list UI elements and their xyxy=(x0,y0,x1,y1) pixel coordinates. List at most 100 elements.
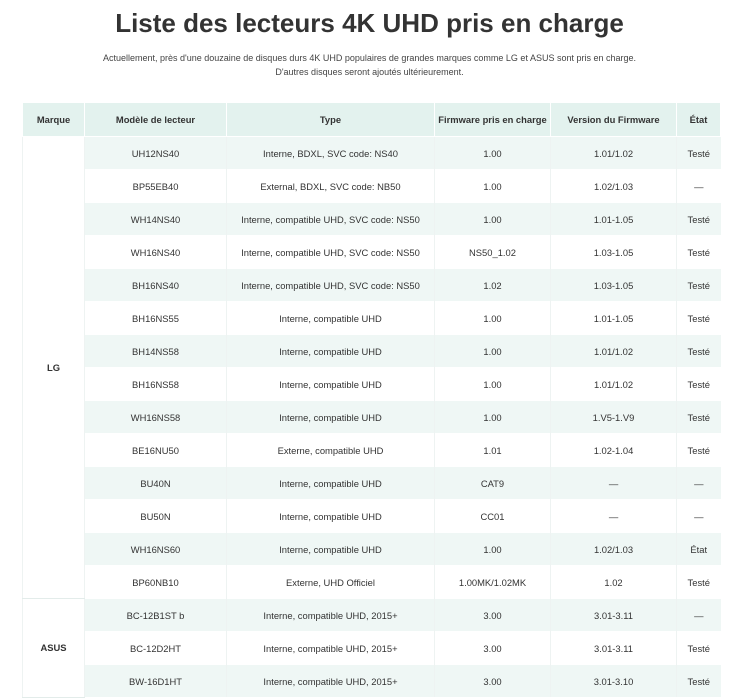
table-cell: Externe, compatible UHD xyxy=(226,433,435,467)
table-cell: Interne, compatible UHD, SVC code: NS50 xyxy=(226,235,435,269)
page-title: Liste des lecteurs 4K UHD pris en charge xyxy=(115,8,624,38)
table-cell: Testé xyxy=(676,235,721,269)
table-cell: 1.03-1.05 xyxy=(550,235,677,269)
table-row: BH14NS58 Interne, compatible UHD 1.00 1.01/… xyxy=(23,334,721,368)
column-header: État xyxy=(676,102,721,137)
table-cell: — xyxy=(676,499,721,533)
column-header: Modèle de lecteur xyxy=(84,102,227,137)
table-cell: Testé xyxy=(676,334,721,368)
column-header: Firmware pris en charge xyxy=(434,102,551,137)
table-cell: WH16NS58 xyxy=(84,400,227,434)
table-cell: 1.01-1.05 xyxy=(550,301,677,335)
table-cell: 1.00 xyxy=(434,301,551,335)
table-cell: 1.01-1.05 xyxy=(550,202,677,236)
column-header: Type xyxy=(226,102,435,137)
table-row: BP60NB10 Externe, UHD Officiel 1.00MK/1.02… xyxy=(23,565,721,599)
table-cell: Interne, compatible UHD, 2015+ xyxy=(226,631,435,665)
table-cell: BH14NS58 xyxy=(84,334,227,368)
table-cell: État xyxy=(676,532,721,566)
table-cell: BU50N xyxy=(84,499,227,533)
table-cell: Interne, compatible UHD xyxy=(226,466,435,500)
table-cell: Interne, compatible UHD xyxy=(226,334,435,368)
subtitle-line: Actuellement, près d'une douzaine de dis… xyxy=(102,53,636,63)
table-cell: 1.02/1.03 xyxy=(550,169,677,203)
brand-cell: LG xyxy=(22,136,85,599)
table-cell: 1.01/1.02 xyxy=(550,367,677,401)
table-cell: BU40N xyxy=(84,466,227,500)
table-cell: Testé xyxy=(676,433,721,467)
table-cell: Testé xyxy=(676,367,721,401)
table-cell: 1.02 xyxy=(434,268,551,302)
table-cell: — xyxy=(676,466,721,500)
table-cell: Interne, compatible UHD, 2015+ xyxy=(226,598,435,632)
brand-cell: ASUS xyxy=(22,598,85,698)
table-cell: 3.01-3.11 xyxy=(550,631,677,665)
table-row: BP55EB40 External, BDXL, SVC code: NB50 1.… xyxy=(23,169,721,203)
table-cell: 1.V5-1.V9 xyxy=(550,400,677,434)
table-cell: 1.00 xyxy=(434,532,551,566)
table-cell: CC01 xyxy=(434,499,551,533)
table-cell: 3.00 xyxy=(434,598,551,632)
table-cell: 1.00 xyxy=(434,367,551,401)
table-row: BE16NU50 Externe, compatible UHD 1.01 1.02-… xyxy=(23,433,721,467)
table-cell: Interne, compatible UHD xyxy=(226,301,435,335)
table-cell: BH16NS58 xyxy=(84,367,227,401)
table-row: BH16NS55 Interne, compatible UHD 1.00 1.01-… xyxy=(23,301,721,335)
table-cell: 1.02-1.04 xyxy=(550,433,677,467)
table-cell: Interne, compatible UHD xyxy=(226,499,435,533)
table-cell: Testé xyxy=(676,400,721,434)
table-row: WH16NS60 Interne, compatible UHD 1.00 1.02/… xyxy=(23,532,721,566)
table-cell: UH12NS40 xyxy=(84,136,227,170)
table-cell: Interne, compatible UHD xyxy=(226,400,435,434)
table-cell: BC-12B1ST b xyxy=(84,598,227,632)
subtitle-line: D'autres disques seront ajoutés ultérieu… xyxy=(275,67,464,77)
table-cell: — xyxy=(676,169,721,203)
table-row: BH16NS40 Interne, compatible UHD, SVC cod… xyxy=(23,268,721,302)
table-cell: BC-12D2HT xyxy=(84,631,227,665)
table-row: BW-16D1HT Interne, compatible UHD, 2015+ 3… xyxy=(23,664,721,697)
table-cell: 1.01/1.02 xyxy=(550,136,677,170)
table-cell: 1.00 xyxy=(434,334,551,368)
table-row: LG UH12NS40 Interne, BDXL, SVC code: NS40 1… xyxy=(22,136,721,599)
table-cell: 1.03-1.05 xyxy=(550,268,677,302)
table-cell: 3.00 xyxy=(434,664,551,697)
table-cell: Interne, compatible UHD, 2015+ xyxy=(226,664,435,697)
subtitle: Actuellement, près d'une douzaine de dis… xyxy=(0,51,739,79)
table-cell: Interne, compatible UHD xyxy=(226,532,435,566)
table-cell: WH16NS60 xyxy=(84,532,227,566)
table-cell: Testé xyxy=(676,301,721,335)
table-cell: 1.00MK/1.02MK xyxy=(434,565,551,599)
table-cell: BW-16D1HT xyxy=(84,664,227,697)
table-row: ASUS BC-12B1ST b Interne, compatible UHD, … xyxy=(22,598,721,698)
table-row: WH16NS40 Interne, compatible UHD, SVC cod… xyxy=(23,235,721,269)
column-header: Marque xyxy=(22,102,85,137)
table-row: WH16NS58 Interne, compatible UHD 1.00 1.V5-… xyxy=(23,400,721,434)
drive-table: Marque Modèle de lecteur Type Firmware pris… xyxy=(22,102,721,698)
table-cell: 1.01/1.02 xyxy=(550,334,677,368)
table-row: BU40N Interne, compatible UHD CAT9— — xyxy=(23,466,721,500)
table-cell: 1.00 xyxy=(434,169,551,203)
table-row: BC-12D2HT Interne, compatible UHD, 2015+ 3… xyxy=(23,631,721,665)
table-cell: BP55EB40 xyxy=(84,169,227,203)
table-cell: — xyxy=(550,466,677,500)
table-cell: External, BDXL, SVC code: NB50 xyxy=(226,169,435,203)
table-cell: 1.00 xyxy=(434,400,551,434)
table-cell: 1.00 xyxy=(434,136,551,170)
table-cell: Interne, BDXL, SVC code: NS40 xyxy=(226,136,435,170)
table-cell: CAT9 xyxy=(434,466,551,500)
table-cell: Testé xyxy=(676,664,721,697)
table-cell: BH16NS55 xyxy=(84,301,227,335)
table-cell: 3.01-3.10 xyxy=(550,664,677,697)
table-cell: Externe, UHD Officiel xyxy=(226,565,435,599)
table-cell: NS50_1.02 xyxy=(434,235,551,269)
table-row: WH14NS40 Interne, compatible UHD, SVC cod… xyxy=(23,202,721,236)
table-cell: Interne, compatible UHD, SVC code: NS50 xyxy=(226,202,435,236)
table-cell: WH16NS40 xyxy=(84,235,227,269)
table-cell: — xyxy=(676,598,721,632)
table-cell: 1.01 xyxy=(434,433,551,467)
table-cell: 1.02/1.03 xyxy=(550,532,677,566)
table-cell: WH14NS40 xyxy=(84,202,227,236)
header-row: Marque Modèle de lecteur Type Firmware pris… xyxy=(22,102,721,137)
table-cell: Testé xyxy=(676,202,721,236)
